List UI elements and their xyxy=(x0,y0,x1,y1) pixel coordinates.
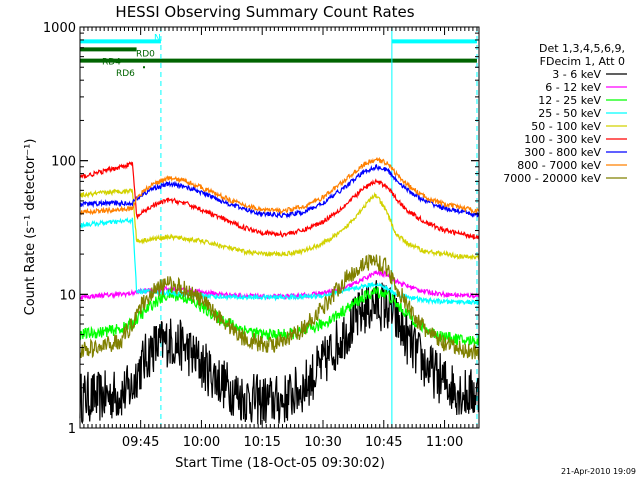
series-line-7 xyxy=(79,156,480,216)
footer-date: 21-Apr-2010 19:09 xyxy=(561,467,636,476)
flag-label-rd6: RD6 xyxy=(116,69,135,79)
legend: Det 1,3,4,5,6,9,FDecim 1, Att 03 - 6 keV… xyxy=(503,42,627,185)
legend-label-2: 12 - 25 keV xyxy=(538,94,601,107)
x-tick-label-3: 10:30 xyxy=(304,435,341,450)
legend-label-0: 3 - 6 keV xyxy=(552,68,601,81)
series-line-6 xyxy=(79,164,480,219)
legend-label-8: 7000 - 20000 keV xyxy=(503,172,601,185)
flag-label-rd4: RD4 xyxy=(102,58,121,68)
y-tick-label-0: 1 xyxy=(68,422,76,437)
series-line-0 xyxy=(79,280,480,425)
legend-label-5: 100 - 300 keV xyxy=(524,133,601,146)
series-line-5 xyxy=(79,161,480,241)
rd6-marker xyxy=(143,66,145,69)
series-lines xyxy=(79,156,480,425)
legend-label-3: 25 - 50 keV xyxy=(538,107,601,120)
legend-label-7: 800 - 7000 keV xyxy=(517,159,601,172)
y-tick-label-3: 1000 xyxy=(43,21,76,36)
x-tick-label-5: 11:00 xyxy=(426,435,463,450)
x-tick-label-4: 10:45 xyxy=(365,435,402,450)
series-line-3 xyxy=(79,216,480,306)
vertical-markers xyxy=(160,27,478,428)
x-tick-label-0: 09:45 xyxy=(122,435,159,450)
legend-header-0: Det 1,3,4,5,6,9, xyxy=(539,42,625,55)
chart-title: HESSI Observing Summary Count Rates xyxy=(115,3,414,21)
x-tick-label-2: 10:15 xyxy=(243,435,280,450)
legend-header-1: FDecim 1, Att 0 xyxy=(540,55,625,68)
flag-label-n: N xyxy=(154,33,161,43)
legend-label-6: 300 - 800 keV xyxy=(524,146,601,159)
plot-frame xyxy=(79,26,480,429)
y-axis-ticks: 1 10 100 1000 xyxy=(43,21,479,437)
legend-label-4: 50 - 100 keV xyxy=(531,120,601,133)
y-tick-label-2: 100 xyxy=(51,155,76,170)
y-tick-label-1: 10 xyxy=(59,288,76,303)
flag-label-rd0: RD0 xyxy=(136,49,155,59)
x-axis-label: Start Time (18-Oct-05 09:30:02) xyxy=(175,456,385,471)
x-axis-ticks: 09:45 10:00 10:15 10:30 10:45 11:00 xyxy=(83,27,478,450)
series-line-8 xyxy=(79,254,480,361)
x-tick-label-1: 10:00 xyxy=(183,435,220,450)
legend-label-1: 6 - 12 keV xyxy=(545,81,601,94)
y-axis-label: Count Rate (s⁻¹ detector⁻¹) xyxy=(23,139,38,316)
series-line-4 xyxy=(79,188,480,261)
